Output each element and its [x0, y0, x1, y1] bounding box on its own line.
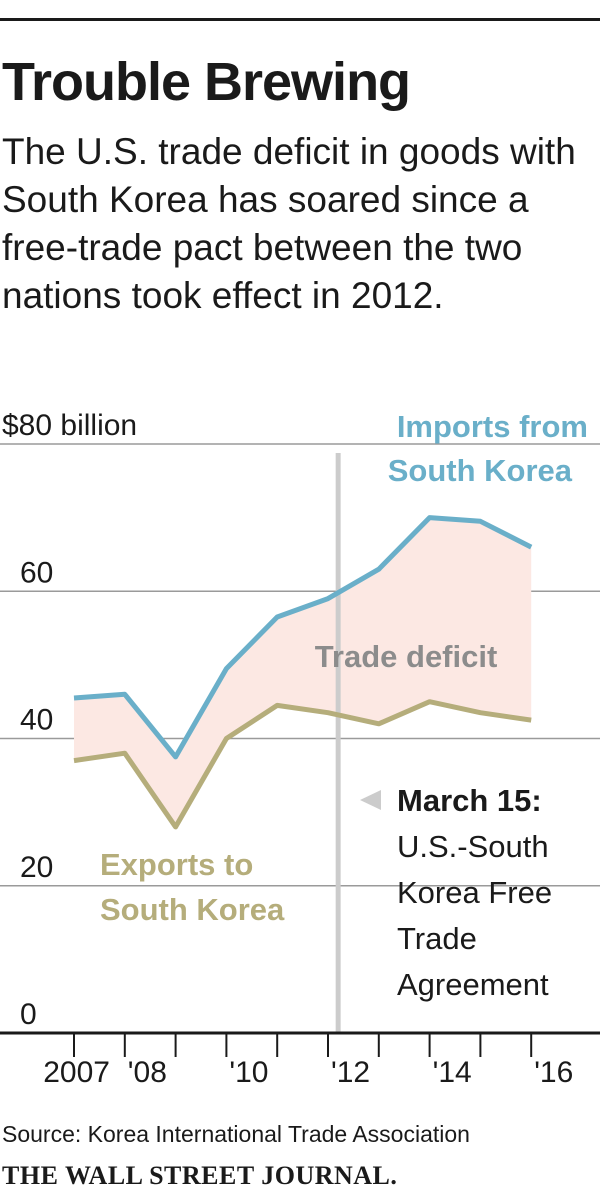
chart-subtitle: The U.S. trade deficit in goods with Sou…: [2, 131, 576, 316]
pointer-triangle-icon: [360, 790, 381, 810]
labels-layer: Imports from South Korea Exports to South K…: [73, 409, 588, 1002]
imports-label: Imports from: [397, 409, 588, 444]
x-tick-label: 2007: [43, 1056, 110, 1089]
exports-label: South Korea: [100, 892, 285, 927]
x-tick-label: '14: [433, 1056, 472, 1089]
publisher-brand: THE WALL STREET JOURNAL.: [2, 1161, 398, 1190]
chart-title: Trouble Brewing: [2, 52, 411, 112]
annotation-line: Korea Free: [397, 875, 552, 910]
x-tick-label: '16: [534, 1056, 573, 1089]
annotation-line: Trade: [397, 921, 477, 956]
y-tick-label: 20: [20, 851, 53, 884]
imports-line: [73, 515, 533, 760]
annotation-line: Agreement: [397, 967, 549, 1002]
trade-deficit-label: Trade deficit: [315, 639, 498, 674]
x-tick-label: '08: [128, 1056, 167, 1089]
exports-line: [73, 699, 532, 830]
x-tick-label: '12: [331, 1056, 370, 1089]
trade-deficit-area: [74, 517, 532, 827]
y-tick-label: 40: [20, 704, 53, 737]
annotation-title: March 15:: [397, 783, 542, 818]
trade-chart: $80 billion 60 40 20 0 Imports from South Kor…: [0, 409, 600, 1089]
x-tick-label: '10: [229, 1056, 268, 1089]
imports-label: South Korea: [388, 453, 573, 488]
grid-layer: $80 billion 60 40 20 0: [0, 409, 600, 1031]
y-tick-label: $80 billion: [2, 409, 137, 442]
top-rule: [0, 18, 600, 21]
source-note: Source: Korea International Trade Associ…: [2, 1121, 470, 1147]
exports-label: Exports to: [100, 847, 253, 882]
y-tick-label: 0: [20, 998, 37, 1031]
annotation-line: U.S.-South: [397, 829, 549, 864]
x-axis: 2007 '08 '10 '12 '14 '16: [0, 1031, 600, 1089]
y-tick-label: 60: [20, 556, 53, 589]
